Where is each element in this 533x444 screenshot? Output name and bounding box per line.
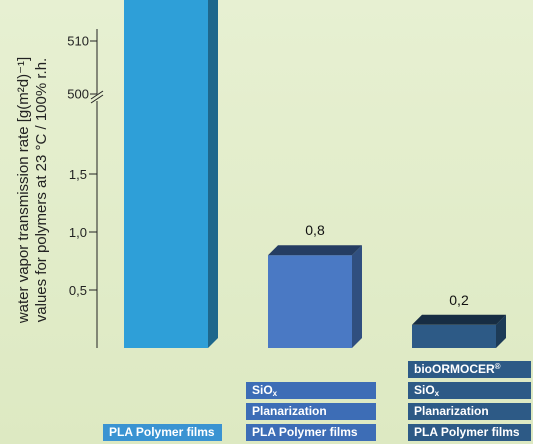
bar-top — [412, 314, 506, 325]
bar — [124, 0, 208, 348]
axis-break-mark — [90, 90, 104, 100]
layer-label: PLA Polymer films — [103, 424, 222, 441]
bar-side — [352, 245, 362, 348]
layer-label: Planarization — [408, 403, 531, 420]
layer-label-text: PLA Polymer films — [414, 425, 520, 439]
y-tick-label: 510 — [67, 34, 89, 49]
layer-label-text: SiO — [252, 383, 273, 397]
layer-label: SiOx — [246, 382, 376, 399]
y-tick-label: 500 — [67, 87, 89, 102]
axis-break-mark — [90, 94, 104, 104]
y-tick-label: 1,0 — [69, 225, 87, 240]
bar-top — [268, 245, 362, 256]
y-tick-label: 1,5 — [69, 167, 87, 182]
layer-label-text: Planarization — [414, 404, 489, 418]
layer-label: Planarization — [246, 403, 376, 420]
layer-label: PLA Polymer films — [246, 424, 376, 441]
y-tick-label: 0,5 — [69, 283, 87, 298]
layer-label: PLA Polymer films — [408, 424, 531, 441]
bar-side — [496, 314, 506, 348]
layer-label-text: PLA Polymer films — [252, 425, 358, 439]
bar-side — [208, 0, 218, 348]
bar — [268, 255, 352, 348]
layer-label: SiOx — [408, 382, 531, 399]
layer-label: bioORMOCER® — [408, 361, 531, 378]
layer-label-text: SiO — [414, 383, 435, 397]
layer-label-text: Planarization — [252, 404, 327, 418]
layer-label-text: bioORMOCER — [414, 362, 495, 376]
layer-label-text: PLA Polymer films — [109, 425, 215, 439]
layer-label-subscript: x — [434, 389, 440, 398]
y-axis-label-line2: values for polymers at 23 °C / 100% r.h. — [33, 58, 50, 322]
bar-value-label: 0,8 — [305, 222, 325, 238]
bar — [412, 324, 496, 348]
y-axis-label-group: water vapor transmission rate [g(m²d)⁻¹]… — [15, 57, 50, 324]
y-axis-label-line1: water vapor transmission rate [g(m²d)⁻¹] — [15, 57, 32, 324]
layer-label-superscript: ® — [494, 362, 501, 371]
bar-value-label: 0,2 — [449, 292, 469, 308]
y-axis: 0,51,01,5500510520530540 — [67, 29, 104, 348]
bars-group: 5300,80,2 — [124, 0, 506, 348]
layer-label-subscript: x — [272, 389, 278, 398]
